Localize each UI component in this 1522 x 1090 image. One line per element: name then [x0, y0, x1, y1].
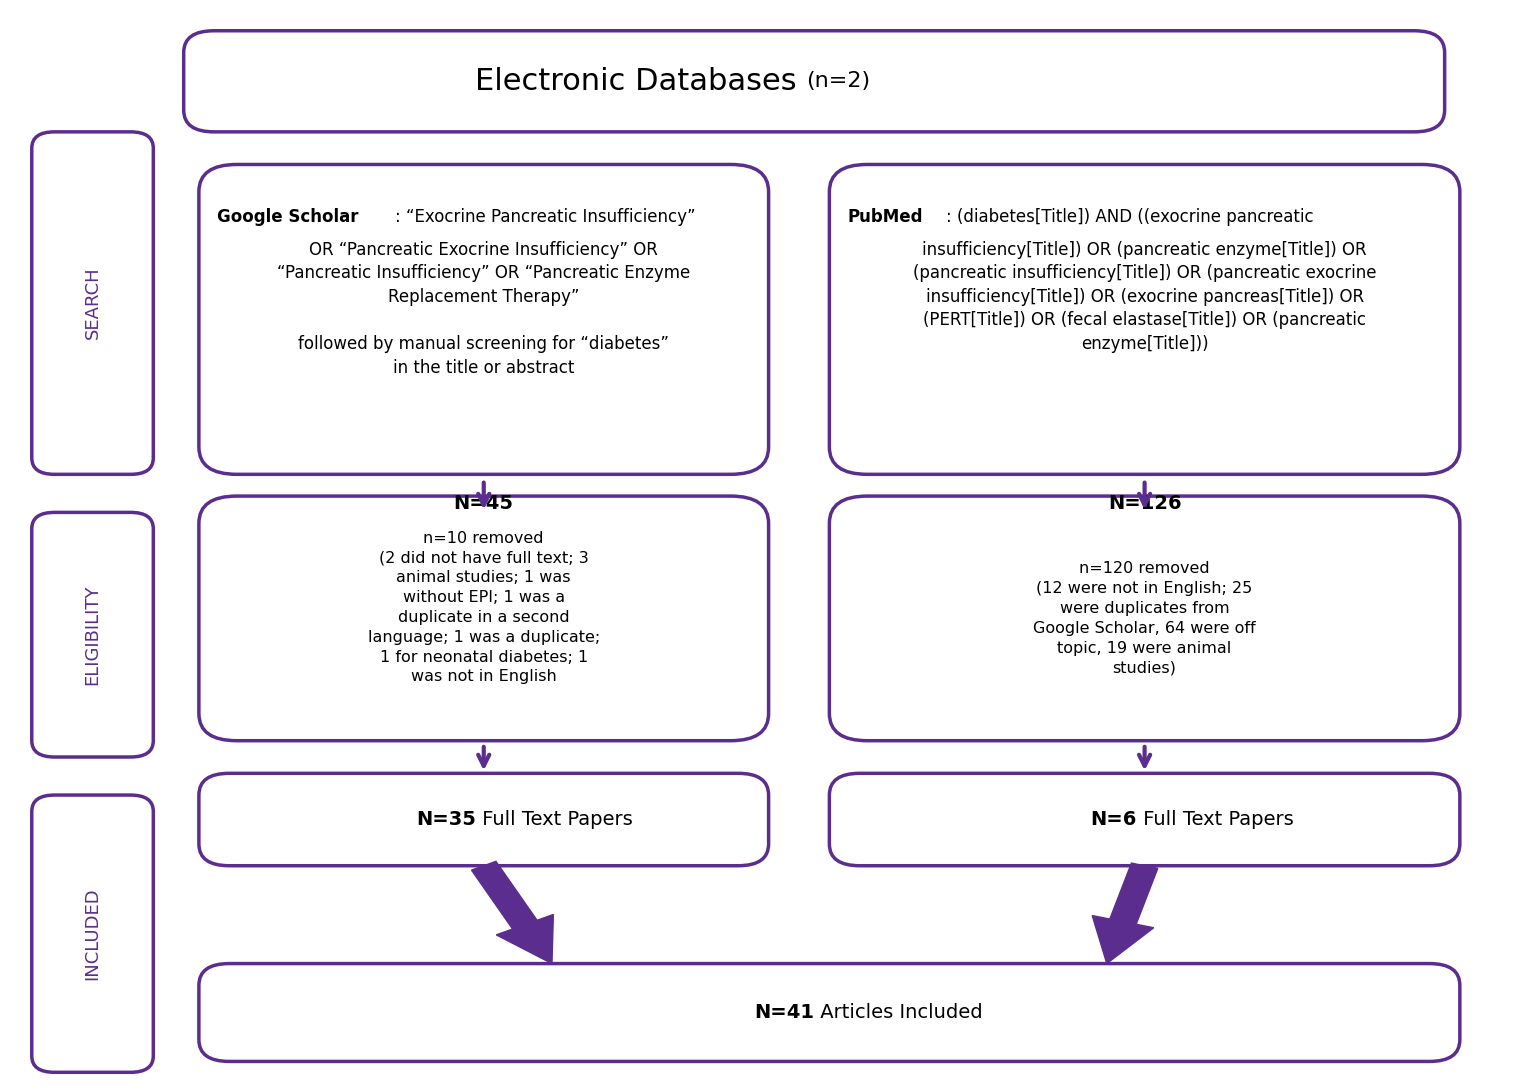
Text: : “Exocrine Pancreatic Insufficiency”: : “Exocrine Pancreatic Insufficiency” — [394, 208, 696, 226]
FancyArrow shape — [472, 861, 554, 964]
Text: SEARCH: SEARCH — [84, 267, 102, 339]
FancyBboxPatch shape — [199, 165, 769, 474]
Text: OR “Pancreatic Exocrine Insufficiency” OR
“Pancreatic Insufficiency” OR “Pancrea: OR “Pancreatic Exocrine Insufficiency” O… — [277, 241, 691, 376]
FancyBboxPatch shape — [199, 773, 769, 865]
Text: (n=2): (n=2) — [807, 71, 871, 92]
FancyBboxPatch shape — [199, 496, 769, 741]
Text: N=41: N=41 — [755, 1003, 814, 1022]
Text: : (diabetes[Title]) AND ((exocrine pancreatic: : (diabetes[Title]) AND ((exocrine pancr… — [947, 208, 1313, 226]
Text: N=6: N=6 — [1091, 810, 1137, 829]
FancyBboxPatch shape — [32, 512, 154, 758]
Text: Full Text Papers: Full Text Papers — [476, 810, 633, 829]
FancyBboxPatch shape — [199, 964, 1460, 1062]
Text: INCLUDED: INCLUDED — [84, 887, 102, 980]
FancyBboxPatch shape — [829, 773, 1460, 865]
FancyBboxPatch shape — [32, 795, 154, 1073]
Text: Full Text Papers: Full Text Papers — [1137, 810, 1294, 829]
Text: N=45: N=45 — [454, 494, 514, 513]
Text: N=35: N=35 — [417, 810, 476, 829]
Text: Articles Included: Articles Included — [814, 1003, 983, 1022]
Text: PubMed: PubMed — [848, 208, 924, 226]
FancyArrow shape — [1093, 863, 1158, 964]
FancyBboxPatch shape — [829, 496, 1460, 741]
FancyBboxPatch shape — [184, 31, 1444, 132]
Text: Electronic Databases: Electronic Databases — [475, 66, 807, 96]
Text: insufficiency[Title]) OR (pancreatic enzyme[Title]) OR
(pancreatic insufficiency: insufficiency[Title]) OR (pancreatic enz… — [913, 241, 1376, 353]
Text: n=120 removed
(12 were not in English; 25
were duplicates from
Google Scholar, 6: n=120 removed (12 were not in English; 2… — [1033, 561, 1256, 676]
Text: Google Scholar: Google Scholar — [218, 208, 359, 226]
Text: N=126: N=126 — [1108, 494, 1181, 513]
FancyBboxPatch shape — [829, 165, 1460, 474]
Text: ELIGIBILITY: ELIGIBILITY — [84, 584, 102, 685]
FancyBboxPatch shape — [32, 132, 154, 474]
Text: n=10 removed
(2 did not have full text; 3
animal studies; 1 was
without EPI; 1 w: n=10 removed (2 did not have full text; … — [368, 531, 600, 685]
